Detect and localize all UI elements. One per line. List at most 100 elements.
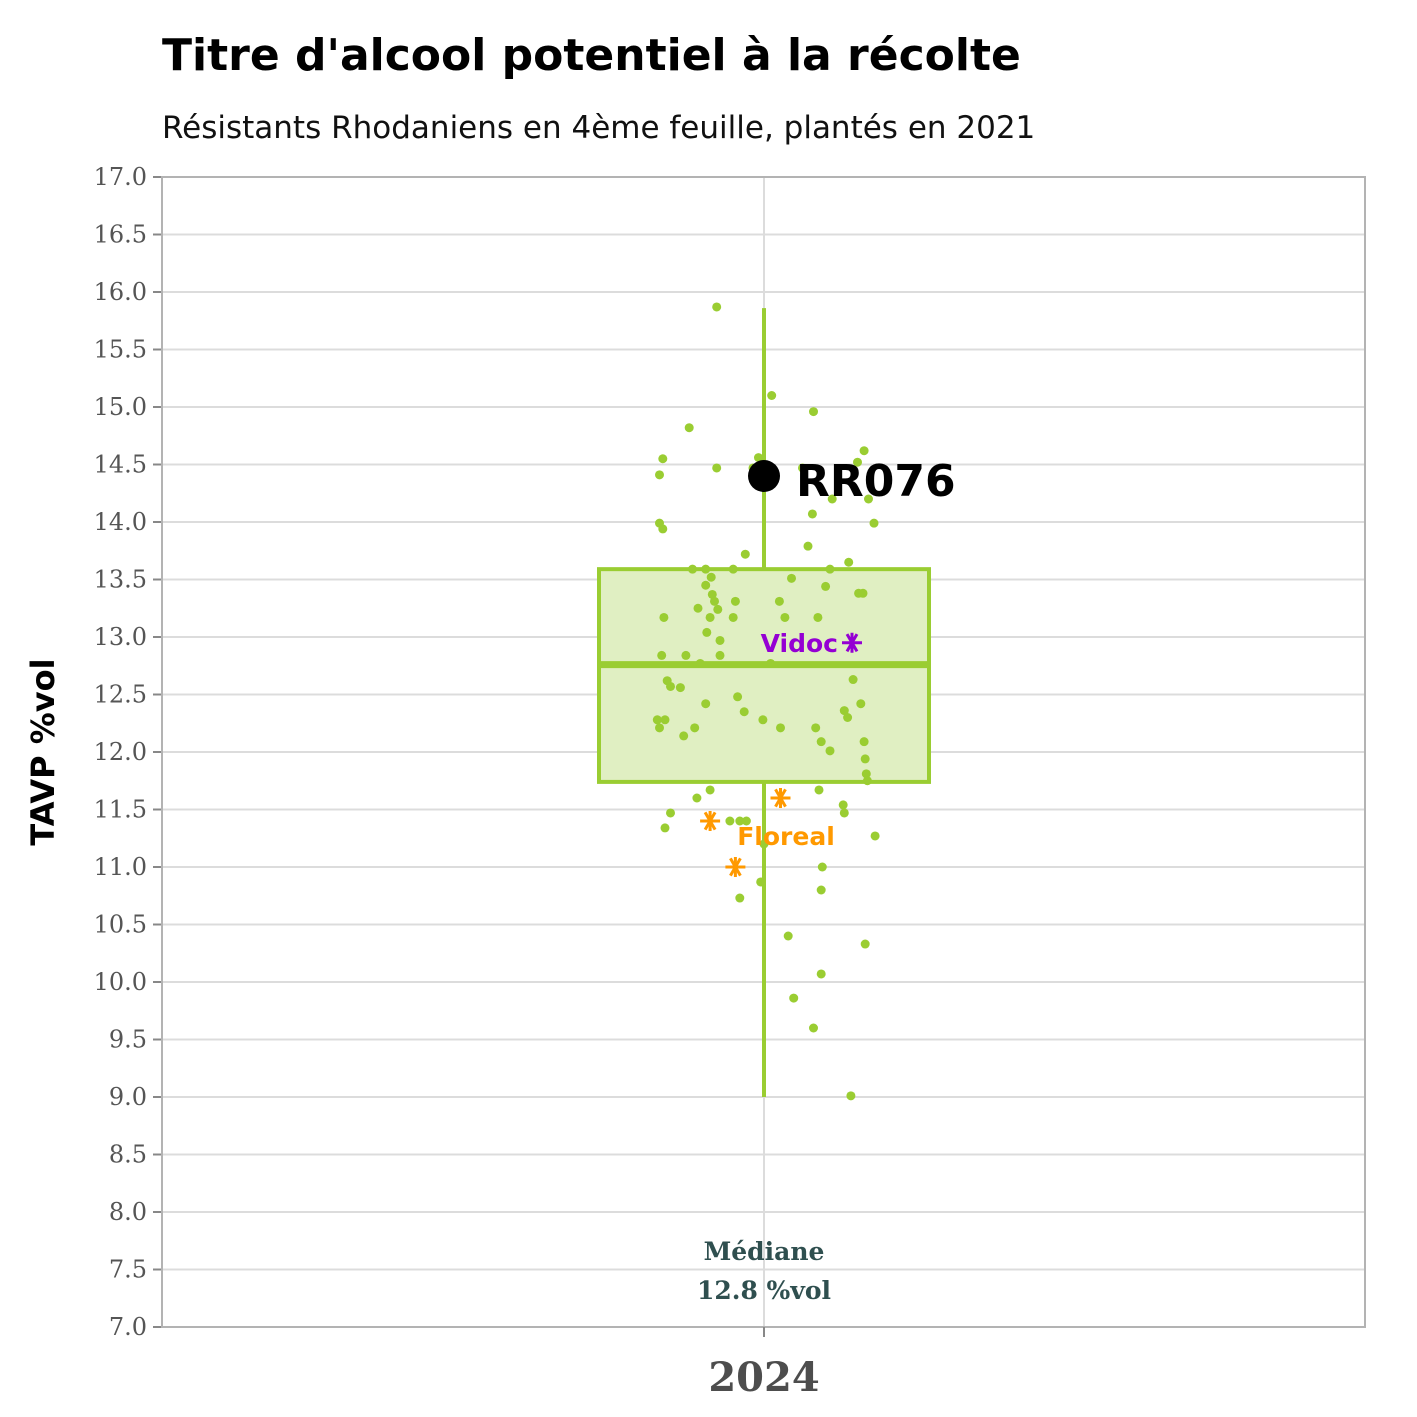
- data-point: [660, 823, 670, 833]
- data-point: [712, 463, 722, 473]
- data-point: [739, 707, 749, 717]
- highlight-point: [748, 460, 780, 492]
- data-point: [684, 423, 694, 433]
- data-point: [798, 463, 807, 473]
- data-point: [659, 612, 669, 622]
- reference-marker-floreal: [725, 857, 746, 877]
- y-tick-label: 15.0: [94, 393, 147, 421]
- data-point: [821, 581, 831, 591]
- y-tick-label: 12.5: [94, 681, 147, 709]
- data-point: [701, 564, 711, 574]
- data-point: [756, 877, 766, 887]
- data-point: [776, 723, 785, 733]
- data-point: [864, 494, 873, 504]
- data-point: [838, 800, 848, 810]
- data-point: [712, 302, 722, 312]
- data-point: [730, 596, 740, 606]
- y-tick-label: 11.0: [94, 853, 147, 881]
- data-point: [780, 612, 790, 622]
- data-point: [705, 612, 715, 622]
- y-tick-label: 17.0: [94, 163, 147, 191]
- y-tick-label: 8.5: [109, 1141, 147, 1169]
- y-tick-label: 10.0: [94, 968, 147, 996]
- data-point: [679, 731, 689, 741]
- data-point: [715, 635, 725, 645]
- data-point: [655, 723, 664, 733]
- data-point: [735, 893, 745, 903]
- data-point: [860, 754, 870, 764]
- data-point: [813, 612, 823, 622]
- data-point: [706, 572, 716, 582]
- chart-title: Titre d'alcool potentiel à la récolte: [162, 30, 1021, 81]
- reference-label-vidoc: Vidoc: [761, 629, 838, 658]
- axes: 7.0 7.5 8.0 8.5 9.0 9.5 10.0 10.5 11.0 11.5 12.0 12…: [24, 163, 1366, 1401]
- y-tick-label: 16.5: [94, 221, 147, 249]
- data-point: [655, 470, 664, 480]
- data-point: [733, 692, 743, 702]
- data-point: [725, 816, 735, 826]
- data-point: [657, 650, 667, 660]
- data-point: [666, 808, 675, 818]
- y-tick-label: 13.5: [94, 566, 147, 594]
- y-tick-label: 9.5: [109, 1026, 147, 1054]
- data-point: [856, 699, 866, 709]
- reference-marker-floreal: [770, 788, 791, 808]
- data-point: [861, 769, 871, 779]
- y-tick-label: 12.0: [94, 738, 147, 766]
- data-point: [713, 604, 723, 614]
- median-label-line1: Médiane: [704, 1237, 825, 1266]
- data-point: [787, 573, 796, 583]
- data-point: [692, 793, 702, 803]
- data-point: [869, 518, 879, 528]
- data-point: [789, 993, 799, 1003]
- y-axis-label: TAVP %vol: [24, 658, 62, 845]
- data-point: [705, 785, 715, 795]
- y-tick-label: 7.5: [109, 1256, 147, 1284]
- data-point: [693, 603, 703, 613]
- iqr-box: [597, 567, 931, 784]
- jitter-points: [652, 302, 880, 1101]
- y-tick-label: 9.0: [109, 1083, 147, 1111]
- data-point: [803, 541, 813, 551]
- data-point: [666, 681, 675, 691]
- data-point: [825, 746, 835, 756]
- data-point: [740, 549, 750, 559]
- data-point: [681, 650, 691, 660]
- data-point: [825, 564, 835, 574]
- data-point: [675, 683, 685, 693]
- data-point: [759, 839, 769, 849]
- data-point: [862, 776, 872, 786]
- y-tick-label: 11.5: [94, 796, 147, 824]
- data-point: [774, 596, 784, 606]
- data-point: [859, 737, 869, 747]
- data-point: [767, 391, 777, 400]
- data-point: [688, 564, 697, 574]
- data-point: [702, 627, 712, 637]
- data-point: [859, 446, 869, 456]
- data-point: [701, 699, 711, 709]
- data-point: [846, 1091, 856, 1101]
- data-point: [690, 723, 700, 733]
- data-point: [817, 862, 827, 872]
- data-point: [741, 816, 751, 826]
- data-point: [839, 808, 849, 818]
- data-point: [735, 816, 745, 826]
- data-point: [715, 650, 725, 660]
- data-point: [807, 509, 817, 519]
- reference-markers: Vidoc Floreal RR076 Médiane 12.8 %vol: [697, 456, 956, 1305]
- data-point: [783, 931, 793, 941]
- box-layer: [597, 308, 931, 1097]
- data-point: [827, 494, 837, 504]
- y-tick-label: 14.0: [94, 508, 147, 536]
- y-tick-label: 13.0: [94, 623, 147, 651]
- data-point: [870, 831, 880, 841]
- data-point: [816, 969, 826, 979]
- data-point: [758, 715, 768, 725]
- data-point: [728, 612, 738, 622]
- reference-label-floreal: Floreal: [737, 822, 835, 851]
- data-point: [839, 706, 849, 716]
- data-point: [809, 407, 818, 417]
- data-point: [658, 524, 668, 534]
- data-point: [658, 454, 668, 464]
